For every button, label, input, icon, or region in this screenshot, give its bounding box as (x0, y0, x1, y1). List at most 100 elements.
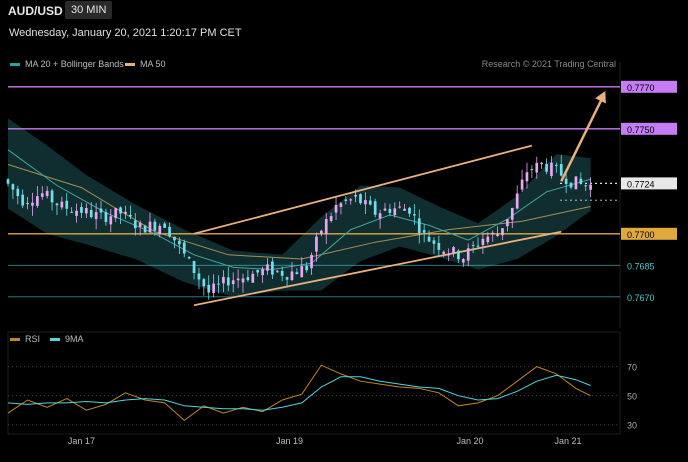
candle-body (422, 230, 426, 233)
candle-body (540, 162, 544, 165)
level-tag-0.7724 (621, 177, 677, 190)
candle-body (182, 242, 186, 254)
candle-body (324, 219, 328, 234)
candle-body (16, 188, 20, 197)
candle-body (349, 199, 353, 201)
candle-body (178, 240, 181, 245)
candle-body (40, 193, 44, 197)
candle-body (70, 211, 73, 213)
candle-body (236, 278, 240, 281)
candle-body (329, 216, 333, 221)
candle-body (564, 178, 568, 184)
candle-body (173, 236, 176, 241)
legend-rsi: RSI (10, 334, 40, 344)
candle-body (530, 169, 534, 171)
candle-body (373, 201, 377, 215)
candle-body (491, 232, 495, 235)
rsi-series-9MA (7, 374, 591, 411)
candle-body (525, 172, 529, 182)
candle-body (280, 270, 284, 276)
candle-body (26, 202, 29, 205)
candle-body (251, 273, 255, 283)
candle-body (285, 277, 289, 280)
candle-body (383, 208, 387, 211)
candle-body (84, 208, 88, 214)
timeframe-badge[interactable]: 30 MIN (65, 1, 113, 19)
candle-body (21, 194, 25, 206)
candle-body (241, 278, 245, 283)
candle-body (506, 219, 509, 227)
candle-body (31, 202, 34, 206)
bollinger-band (8, 118, 591, 297)
candle-body (89, 209, 93, 218)
symbol-label: AUD/USD (8, 4, 63, 18)
rsi-series-RSI (7, 364, 591, 422)
rsi-tick-30: 30 (627, 421, 637, 431)
candle-body (300, 266, 304, 278)
candle-body (461, 259, 465, 263)
candle-body (442, 251, 446, 254)
candle-body (408, 207, 411, 214)
candle-body (138, 222, 142, 227)
candle-body (266, 264, 269, 271)
candle-body (129, 214, 132, 217)
ma50-swatch (125, 62, 135, 66)
level-label-0.7770: 0.7770 (627, 83, 655, 93)
candle-body (222, 276, 225, 284)
candle-body (55, 203, 59, 206)
candle-body (60, 201, 64, 208)
candle-body (437, 243, 441, 250)
candle-body (471, 244, 475, 246)
candle-body (339, 203, 343, 207)
candle-body (510, 207, 514, 220)
candle-body (447, 253, 450, 256)
candle-body (65, 200, 69, 209)
candle-body (364, 200, 367, 205)
x-tick-label: Jan 17 (68, 436, 95, 446)
candle-body (432, 240, 436, 244)
candle-body (515, 193, 519, 209)
rsi-ma-swatch (50, 337, 60, 341)
candle-body (217, 283, 220, 285)
candle-body (133, 220, 137, 229)
candle-body (315, 236, 318, 252)
candle-body (584, 185, 588, 187)
rsi-tick-50: 50 (627, 392, 637, 402)
rsi-swatch (10, 337, 20, 341)
channel-upper-line (193, 144, 533, 235)
rsi-tick-70: 70 (627, 363, 637, 373)
candle-body (486, 236, 490, 243)
candle-body (305, 265, 309, 271)
candle-body (417, 218, 421, 234)
candle-body (6, 179, 10, 184)
forecast-arrow-shaft (560, 97, 604, 182)
candle-body (158, 225, 162, 235)
research-credit: Research © 2021 Trading Central (481, 59, 616, 69)
candle-body (535, 162, 539, 173)
candle-body (104, 212, 108, 222)
candle-body (143, 225, 147, 233)
candle-body (94, 212, 98, 220)
level-label-0.7700: 0.7700 (627, 230, 655, 240)
candle-body (398, 206, 402, 208)
candle-body (295, 272, 299, 275)
level-label-0.7724: 0.7724 (627, 179, 655, 189)
candle-body (114, 208, 118, 219)
candle-body (476, 245, 480, 247)
channel-lower-line (193, 230, 562, 307)
candle-body (466, 248, 470, 261)
candle-body (481, 238, 485, 245)
candle-body (202, 279, 206, 287)
candle-body (197, 273, 201, 280)
x-tick-label: Jan 19 (276, 436, 303, 446)
candle-body (75, 210, 78, 216)
legend-rsi-label: RSI (25, 334, 41, 344)
candle-body (559, 164, 563, 176)
candle-body (256, 270, 260, 273)
candle-body (501, 228, 504, 236)
candle-body (226, 277, 230, 286)
candle-body (344, 199, 348, 201)
x-tick-label: Jan 21 (554, 436, 581, 446)
